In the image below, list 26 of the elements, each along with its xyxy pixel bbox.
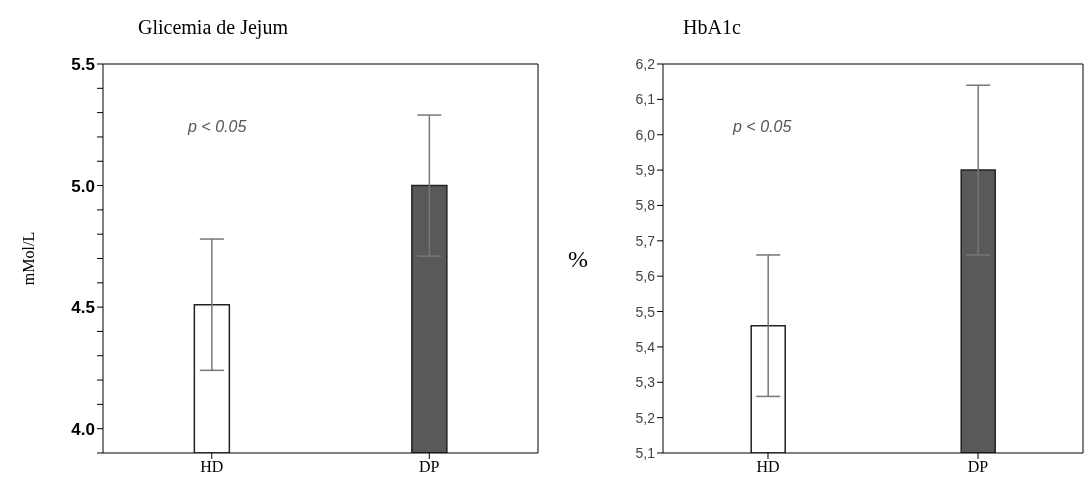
chart-title: HbA1c [683,16,741,39]
annotation: p < 0.05 [188,118,247,136]
y-tick-label: 5.0 [71,176,95,196]
y-tick-label: 4.5 [71,298,95,318]
chart-title: Glicemia de Jejum [138,16,288,39]
x-tick-label: DP [419,458,440,476]
y-tick-label: 5,8 [635,197,656,214]
y-tick-label: 5,6 [635,268,656,285]
y-tick-label: 5,3 [635,374,656,391]
y-tick-label: 5,5 [635,303,656,320]
y-tick-label: 6,2 [635,55,656,72]
y-axis-title: % [568,246,588,273]
y-tick-label: 6,0 [635,126,656,143]
annotation: p < 0.05 [733,118,792,136]
y-axis-title: mMol/L [19,231,37,286]
x-tick-label: HD [756,458,780,476]
y-tick-label: 5,1 [635,444,656,461]
y-tick-label: 5,4 [635,338,656,355]
y-tick-label: 5,9 [635,162,656,179]
y-tick-label: 5,2 [635,409,656,426]
y-tick-label: 5,7 [635,232,656,249]
x-tick-label: DP [967,458,989,476]
y-tick-label: 4.0 [71,419,95,439]
y-tick-label: 6,1 [635,91,656,108]
y-tick-label: 5.5 [71,55,95,75]
x-tick-label: HD [200,458,224,476]
